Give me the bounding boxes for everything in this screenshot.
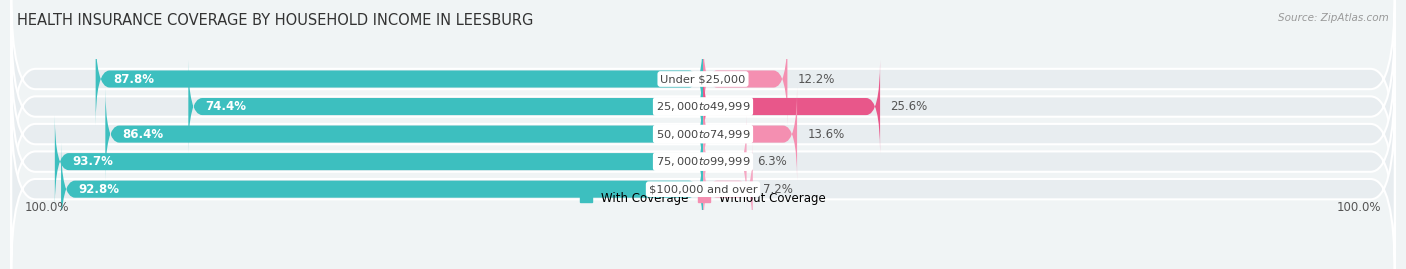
FancyBboxPatch shape: [703, 87, 797, 180]
Text: Source: ZipAtlas.com: Source: ZipAtlas.com: [1278, 13, 1389, 23]
Text: 86.4%: 86.4%: [122, 128, 163, 141]
Text: 100.0%: 100.0%: [25, 201, 69, 214]
Text: Under $25,000: Under $25,000: [661, 74, 745, 84]
Text: $75,000 to $99,999: $75,000 to $99,999: [655, 155, 751, 168]
FancyBboxPatch shape: [60, 143, 703, 236]
FancyBboxPatch shape: [11, 0, 1395, 165]
FancyBboxPatch shape: [55, 115, 703, 208]
Text: $100,000 and over: $100,000 and over: [648, 184, 758, 194]
Text: 12.2%: 12.2%: [797, 73, 835, 86]
Text: 93.7%: 93.7%: [72, 155, 112, 168]
Text: 74.4%: 74.4%: [205, 100, 246, 113]
Text: 6.3%: 6.3%: [756, 155, 787, 168]
FancyBboxPatch shape: [703, 33, 787, 126]
FancyBboxPatch shape: [11, 75, 1395, 248]
Text: HEALTH INSURANCE COVERAGE BY HOUSEHOLD INCOME IN LEESBURG: HEALTH INSURANCE COVERAGE BY HOUSEHOLD I…: [17, 13, 533, 29]
Text: 13.6%: 13.6%: [807, 128, 845, 141]
Text: 87.8%: 87.8%: [112, 73, 153, 86]
FancyBboxPatch shape: [11, 48, 1395, 220]
Text: $50,000 to $74,999: $50,000 to $74,999: [655, 128, 751, 141]
FancyBboxPatch shape: [11, 20, 1395, 193]
Text: 100.0%: 100.0%: [1337, 201, 1381, 214]
Text: $25,000 to $49,999: $25,000 to $49,999: [655, 100, 751, 113]
FancyBboxPatch shape: [703, 115, 747, 208]
FancyBboxPatch shape: [703, 60, 880, 153]
FancyBboxPatch shape: [703, 143, 752, 236]
FancyBboxPatch shape: [188, 60, 703, 153]
Text: 7.2%: 7.2%: [763, 183, 793, 196]
FancyBboxPatch shape: [105, 87, 703, 180]
Legend: With Coverage, Without Coverage: With Coverage, Without Coverage: [578, 189, 828, 207]
Text: 25.6%: 25.6%: [890, 100, 928, 113]
FancyBboxPatch shape: [11, 103, 1395, 269]
Text: 92.8%: 92.8%: [79, 183, 120, 196]
FancyBboxPatch shape: [96, 33, 703, 126]
